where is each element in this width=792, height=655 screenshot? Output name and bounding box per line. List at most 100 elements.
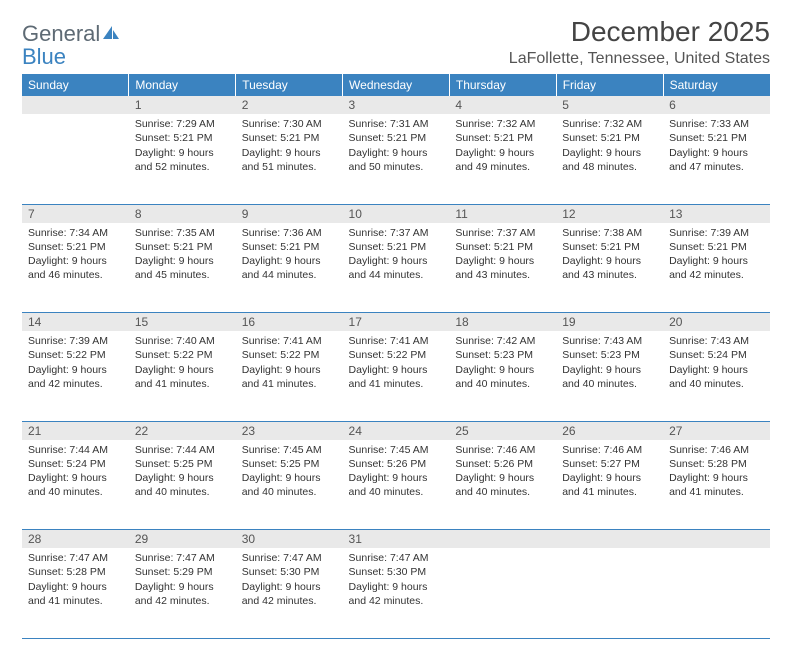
- daylight-text: Daylight: 9 hours and 42 minutes.: [669, 254, 764, 282]
- day-cell-body: Sunrise: 7:29 AMSunset: 5:21 PMDaylight:…: [129, 114, 236, 180]
- day-cell-body: Sunrise: 7:32 AMSunset: 5:21 PMDaylight:…: [449, 114, 556, 180]
- day-number-cell: [449, 530, 556, 549]
- sunset-text: Sunset: 5:25 PM: [242, 457, 337, 471]
- sunset-text: Sunset: 5:21 PM: [562, 240, 657, 254]
- day-cell: Sunrise: 7:40 AMSunset: 5:22 PMDaylight:…: [129, 331, 236, 421]
- calendar-table: SundayMondayTuesdayWednesdayThursdayFrid…: [22, 74, 770, 639]
- day-cell-body: Sunrise: 7:41 AMSunset: 5:22 PMDaylight:…: [236, 331, 343, 397]
- sunset-text: Sunset: 5:21 PM: [28, 240, 123, 254]
- day-cell: Sunrise: 7:37 AMSunset: 5:21 PMDaylight:…: [449, 223, 556, 313]
- day-cell-body: Sunrise: 7:45 AMSunset: 5:26 PMDaylight:…: [343, 440, 450, 506]
- location-label: LaFollette, Tennessee, United States: [509, 50, 770, 68]
- sunset-text: Sunset: 5:22 PM: [135, 348, 230, 362]
- daylight-text: Daylight: 9 hours and 41 minutes.: [242, 363, 337, 391]
- day-number-cell: 22: [129, 421, 236, 440]
- brand-part1: General: [22, 21, 100, 46]
- day-cell: Sunrise: 7:31 AMSunset: 5:21 PMDaylight:…: [343, 114, 450, 204]
- day-cell-body: Sunrise: 7:32 AMSunset: 5:21 PMDaylight:…: [556, 114, 663, 180]
- day-cell-body: Sunrise: 7:33 AMSunset: 5:21 PMDaylight:…: [663, 114, 770, 180]
- day-cell-body: Sunrise: 7:39 AMSunset: 5:22 PMDaylight:…: [22, 331, 129, 397]
- day-cell-body: Sunrise: 7:31 AMSunset: 5:21 PMDaylight:…: [343, 114, 450, 180]
- sunrise-text: Sunrise: 7:45 AM: [242, 443, 337, 457]
- weekday-header: Wednesday: [343, 74, 450, 96]
- day-cell: Sunrise: 7:47 AMSunset: 5:30 PMDaylight:…: [343, 548, 450, 638]
- sunset-text: Sunset: 5:21 PM: [669, 131, 764, 145]
- daylight-text: Daylight: 9 hours and 40 minutes.: [455, 471, 550, 499]
- day-number-cell: 1: [129, 96, 236, 114]
- day-cell-body: Sunrise: 7:36 AMSunset: 5:21 PMDaylight:…: [236, 223, 343, 289]
- day-cell: Sunrise: 7:46 AMSunset: 5:28 PMDaylight:…: [663, 440, 770, 530]
- sunset-text: Sunset: 5:23 PM: [455, 348, 550, 362]
- brand-part2: Blue: [22, 44, 66, 69]
- sunrise-text: Sunrise: 7:41 AM: [242, 334, 337, 348]
- day-cell: Sunrise: 7:34 AMSunset: 5:21 PMDaylight:…: [22, 223, 129, 313]
- week-row: Sunrise: 7:47 AMSunset: 5:28 PMDaylight:…: [22, 548, 770, 638]
- day-number-cell: 13: [663, 204, 770, 223]
- day-cell: Sunrise: 7:38 AMSunset: 5:21 PMDaylight:…: [556, 223, 663, 313]
- sunset-text: Sunset: 5:21 PM: [349, 240, 444, 254]
- day-cell: Sunrise: 7:46 AMSunset: 5:26 PMDaylight:…: [449, 440, 556, 530]
- sunrise-text: Sunrise: 7:41 AM: [349, 334, 444, 348]
- day-cell-body: Sunrise: 7:46 AMSunset: 5:26 PMDaylight:…: [449, 440, 556, 506]
- day-number-cell: 21: [22, 421, 129, 440]
- brand-logo: GeneralBlue: [22, 16, 122, 68]
- sunrise-text: Sunrise: 7:47 AM: [135, 551, 230, 565]
- sunset-text: Sunset: 5:22 PM: [349, 348, 444, 362]
- day-cell-body: Sunrise: 7:30 AMSunset: 5:21 PMDaylight:…: [236, 114, 343, 180]
- daylight-text: Daylight: 9 hours and 40 minutes.: [562, 363, 657, 391]
- day-number-cell: 18: [449, 313, 556, 332]
- daylight-text: Daylight: 9 hours and 45 minutes.: [135, 254, 230, 282]
- daylight-text: Daylight: 9 hours and 41 minutes.: [562, 471, 657, 499]
- sunrise-text: Sunrise: 7:44 AM: [135, 443, 230, 457]
- day-cell-body: Sunrise: 7:43 AMSunset: 5:24 PMDaylight:…: [663, 331, 770, 397]
- sunset-text: Sunset: 5:28 PM: [28, 565, 123, 579]
- day-cell-body: Sunrise: 7:37 AMSunset: 5:21 PMDaylight:…: [449, 223, 556, 289]
- day-cell: Sunrise: 7:39 AMSunset: 5:22 PMDaylight:…: [22, 331, 129, 421]
- day-cell: Sunrise: 7:35 AMSunset: 5:21 PMDaylight:…: [129, 223, 236, 313]
- day-cell: Sunrise: 7:39 AMSunset: 5:21 PMDaylight:…: [663, 223, 770, 313]
- day-cell: Sunrise: 7:44 AMSunset: 5:25 PMDaylight:…: [129, 440, 236, 530]
- sunset-text: Sunset: 5:28 PM: [669, 457, 764, 471]
- day-number-cell: 26: [556, 421, 663, 440]
- daylight-text: Daylight: 9 hours and 50 minutes.: [349, 146, 444, 174]
- daylight-text: Daylight: 9 hours and 42 minutes.: [242, 580, 337, 608]
- daylight-text: Daylight: 9 hours and 51 minutes.: [242, 146, 337, 174]
- sunrise-text: Sunrise: 7:38 AM: [562, 226, 657, 240]
- day-cell: Sunrise: 7:45 AMSunset: 5:25 PMDaylight:…: [236, 440, 343, 530]
- daylight-text: Daylight: 9 hours and 42 minutes.: [349, 580, 444, 608]
- sunset-text: Sunset: 5:21 PM: [455, 240, 550, 254]
- day-cell: [449, 548, 556, 638]
- sunrise-text: Sunrise: 7:39 AM: [28, 334, 123, 348]
- sunrise-text: Sunrise: 7:36 AM: [242, 226, 337, 240]
- sunset-text: Sunset: 5:21 PM: [562, 131, 657, 145]
- daylight-text: Daylight: 9 hours and 49 minutes.: [455, 146, 550, 174]
- sail-icon: [102, 22, 122, 45]
- week-row: Sunrise: 7:34 AMSunset: 5:21 PMDaylight:…: [22, 223, 770, 313]
- daylight-text: Daylight: 9 hours and 48 minutes.: [562, 146, 657, 174]
- day-cell: Sunrise: 7:33 AMSunset: 5:21 PMDaylight:…: [663, 114, 770, 204]
- daylight-text: Daylight: 9 hours and 40 minutes.: [455, 363, 550, 391]
- sunset-text: Sunset: 5:24 PM: [669, 348, 764, 362]
- sunset-text: Sunset: 5:25 PM: [135, 457, 230, 471]
- day-cell-body: Sunrise: 7:40 AMSunset: 5:22 PMDaylight:…: [129, 331, 236, 397]
- daylight-text: Daylight: 9 hours and 42 minutes.: [135, 580, 230, 608]
- sunset-text: Sunset: 5:21 PM: [242, 240, 337, 254]
- daylight-text: Daylight: 9 hours and 41 minutes.: [28, 580, 123, 608]
- day-cell: Sunrise: 7:37 AMSunset: 5:21 PMDaylight:…: [343, 223, 450, 313]
- sunrise-text: Sunrise: 7:47 AM: [28, 551, 123, 565]
- day-cell-body: Sunrise: 7:44 AMSunset: 5:25 PMDaylight:…: [129, 440, 236, 506]
- day-number-cell: 15: [129, 313, 236, 332]
- sunset-text: Sunset: 5:21 PM: [135, 240, 230, 254]
- sunset-text: Sunset: 5:21 PM: [669, 240, 764, 254]
- weekday-header: Friday: [556, 74, 663, 96]
- day-cell-body: Sunrise: 7:35 AMSunset: 5:21 PMDaylight:…: [129, 223, 236, 289]
- day-number-cell: [556, 530, 663, 549]
- day-cell-body: Sunrise: 7:34 AMSunset: 5:21 PMDaylight:…: [22, 223, 129, 289]
- day-number-cell: 10: [343, 204, 450, 223]
- sunset-text: Sunset: 5:21 PM: [349, 131, 444, 145]
- sunset-text: Sunset: 5:30 PM: [349, 565, 444, 579]
- day-number-cell: 11: [449, 204, 556, 223]
- sunrise-text: Sunrise: 7:32 AM: [455, 117, 550, 131]
- weekday-header: Thursday: [449, 74, 556, 96]
- day-number-cell: 17: [343, 313, 450, 332]
